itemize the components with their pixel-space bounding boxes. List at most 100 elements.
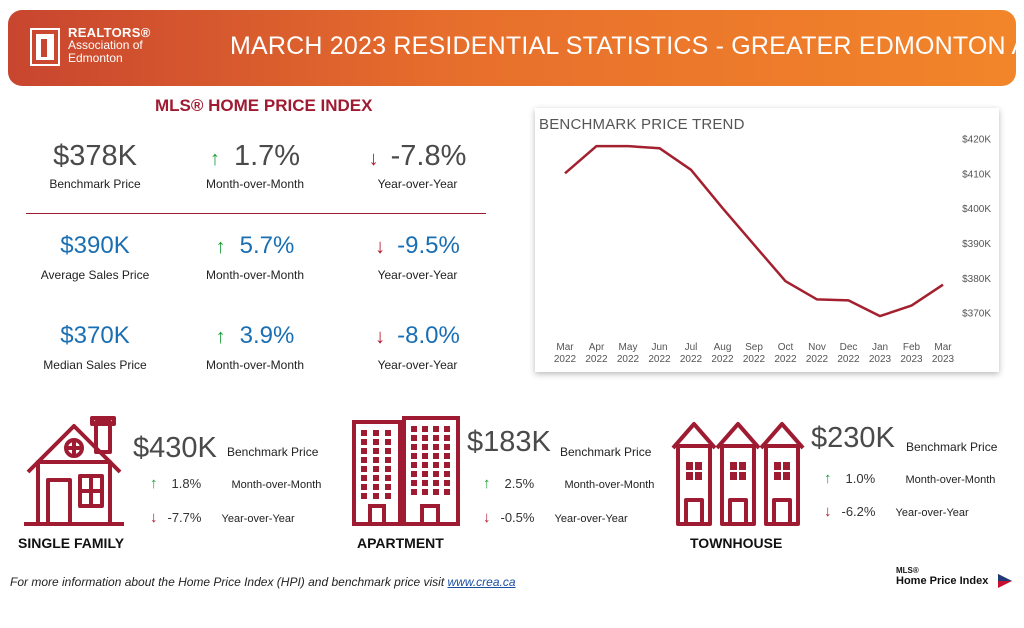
apartment-mom-value: 2.5% (504, 476, 535, 491)
window-icon (385, 439, 391, 445)
window-icon (373, 493, 379, 499)
single-family-mom-label: Month-over-Month (231, 479, 322, 491)
window-icon (433, 435, 439, 441)
window-icon (444, 435, 450, 441)
up-arrow-icon: ↑ (824, 470, 832, 487)
average-price-label: Average Sales Price (40, 268, 150, 282)
x-tick-label: Jul 2022 (680, 342, 703, 365)
benchmark-yoy-value: -7.8% (390, 140, 467, 172)
window-icon (373, 439, 379, 445)
y-tick-label: $390K (962, 239, 991, 250)
series-line (564, 144, 944, 318)
window-icon (361, 439, 367, 445)
window-icon (361, 457, 367, 463)
apartment-yoy-row: ↓ -0.5% Year-over-Year (483, 509, 628, 526)
y-tick-label: $400K (962, 204, 991, 215)
window-icon (373, 448, 379, 454)
window-icon (361, 430, 367, 436)
window-icon (411, 444, 417, 450)
median-mom-value: 3.9% (239, 322, 295, 349)
hpi-section-title: MLS® HOME PRICE INDEX (155, 96, 373, 115)
y-tick-label: $420K (962, 134, 991, 145)
x-tick-label: Dec 2022 (837, 342, 860, 365)
down-arrow-icon: ↓ (824, 503, 832, 520)
average-mom-stat: ↑ 5.7% Month-over-Month (190, 232, 320, 282)
window-icon (444, 462, 450, 468)
footer-note-text: For more information about the Home Pric… (10, 575, 448, 589)
window-icon (411, 453, 417, 459)
logo-line-2: Association of (68, 38, 143, 52)
window-icon (411, 462, 417, 468)
x-tick-label: Sep 2022 (743, 342, 766, 365)
median-mom-label: Month-over-Month (205, 358, 305, 372)
average-price-stat: $390K Average Sales Price (36, 232, 154, 282)
single-family-bm-label: Benchmark Price (227, 445, 319, 459)
window-icon (444, 444, 450, 450)
window-icon (422, 444, 428, 450)
window-icon (422, 480, 428, 486)
townhouse-icon (671, 422, 805, 526)
benchmark-yoy-label: Year-over-Year (377, 177, 458, 191)
window-icon (361, 475, 367, 481)
apartment-yoy-label: Year-over-Year (554, 513, 628, 525)
average-mom-label: Month-over-Month (205, 268, 305, 282)
section-divider (26, 213, 486, 214)
window-icon (444, 480, 450, 486)
window-icon (411, 471, 417, 477)
up-arrow-icon: ↑ (215, 326, 226, 348)
down-arrow-icon: ↓ (375, 236, 386, 258)
mls-logo-small: MLS® (896, 566, 919, 575)
page-title: MARCH 2023 RESIDENTIAL STATISTICS - GREA… (230, 32, 1016, 60)
up-arrow-icon: ↑ (150, 475, 158, 492)
apartment-mom-label: Month-over-Month (564, 479, 655, 491)
window-icon (444, 453, 450, 459)
single-family-mom-value: 1.8% (171, 476, 202, 491)
median-mom-stat: ↑ 3.9% Month-over-Month (190, 322, 320, 372)
single-family-yoy-row: ↓ -7.7% Year-over-Year (150, 509, 295, 526)
median-price-value: $370K (60, 322, 130, 349)
window-icon (422, 462, 428, 468)
median-yoy-value: -8.0% (397, 322, 460, 349)
mls-logo-big: Home Price Index (896, 575, 989, 587)
median-price-label: Median Sales Price (43, 358, 147, 372)
window-icon (373, 430, 379, 436)
window-icon (361, 448, 367, 454)
window-icon (444, 426, 450, 432)
apartment-yoy-value: -0.5% (500, 510, 535, 525)
x-tick-label: Mar 2023 (932, 342, 955, 365)
window-icon (422, 471, 428, 477)
single-family-name: SINGLE FAMILY (18, 535, 125, 551)
y-tick-label: $380K (962, 274, 991, 285)
x-tick-label: Jan 2023 (869, 342, 892, 365)
footer-note: For more information about the Home Pric… (10, 575, 516, 589)
x-tick-label: Apr 2022 (585, 342, 608, 365)
window-icon (433, 471, 439, 477)
header-banner: REALTORS® Association of Edmonton MARCH … (8, 10, 1016, 86)
x-tick-label: Jun 2022 (648, 342, 671, 365)
x-tick-label: Nov 2022 (806, 342, 829, 365)
benchmark-mom-value: 1.7% (233, 140, 301, 172)
benchmark-mom-label: Month-over-Month (205, 177, 305, 191)
average-yoy-label: Year-over-Year (377, 268, 458, 282)
window-icon (361, 484, 367, 490)
y-tick-label: $410K (962, 169, 991, 180)
townhouse-value: $230K (811, 422, 895, 454)
benchmark-trend-card (535, 108, 999, 372)
window-icon (444, 471, 450, 477)
benchmark-yoy-stat: ↓ -7.8% Year-over-Year (360, 140, 475, 191)
townhouse-bm-label: Benchmark Price (906, 440, 998, 454)
window-icon (411, 489, 417, 495)
townhouse-yoy-label: Year-over-Year (895, 507, 969, 519)
window-icon (433, 453, 439, 459)
townhouse-mom-value: 1.0% (845, 471, 876, 486)
crea-link[interactable]: www.crea.ca (447, 575, 516, 589)
x-tick-label: Aug 2022 (711, 342, 734, 365)
townhouse-name: TOWNHOUSE (690, 535, 783, 551)
window-icon (422, 426, 428, 432)
average-yoy-value: -9.5% (397, 232, 460, 259)
window-icon (385, 448, 391, 454)
apartment-windows (361, 426, 450, 499)
apartment-building-icon (352, 416, 460, 526)
realtors-logo-icon (30, 28, 60, 66)
window-icon (361, 466, 367, 472)
